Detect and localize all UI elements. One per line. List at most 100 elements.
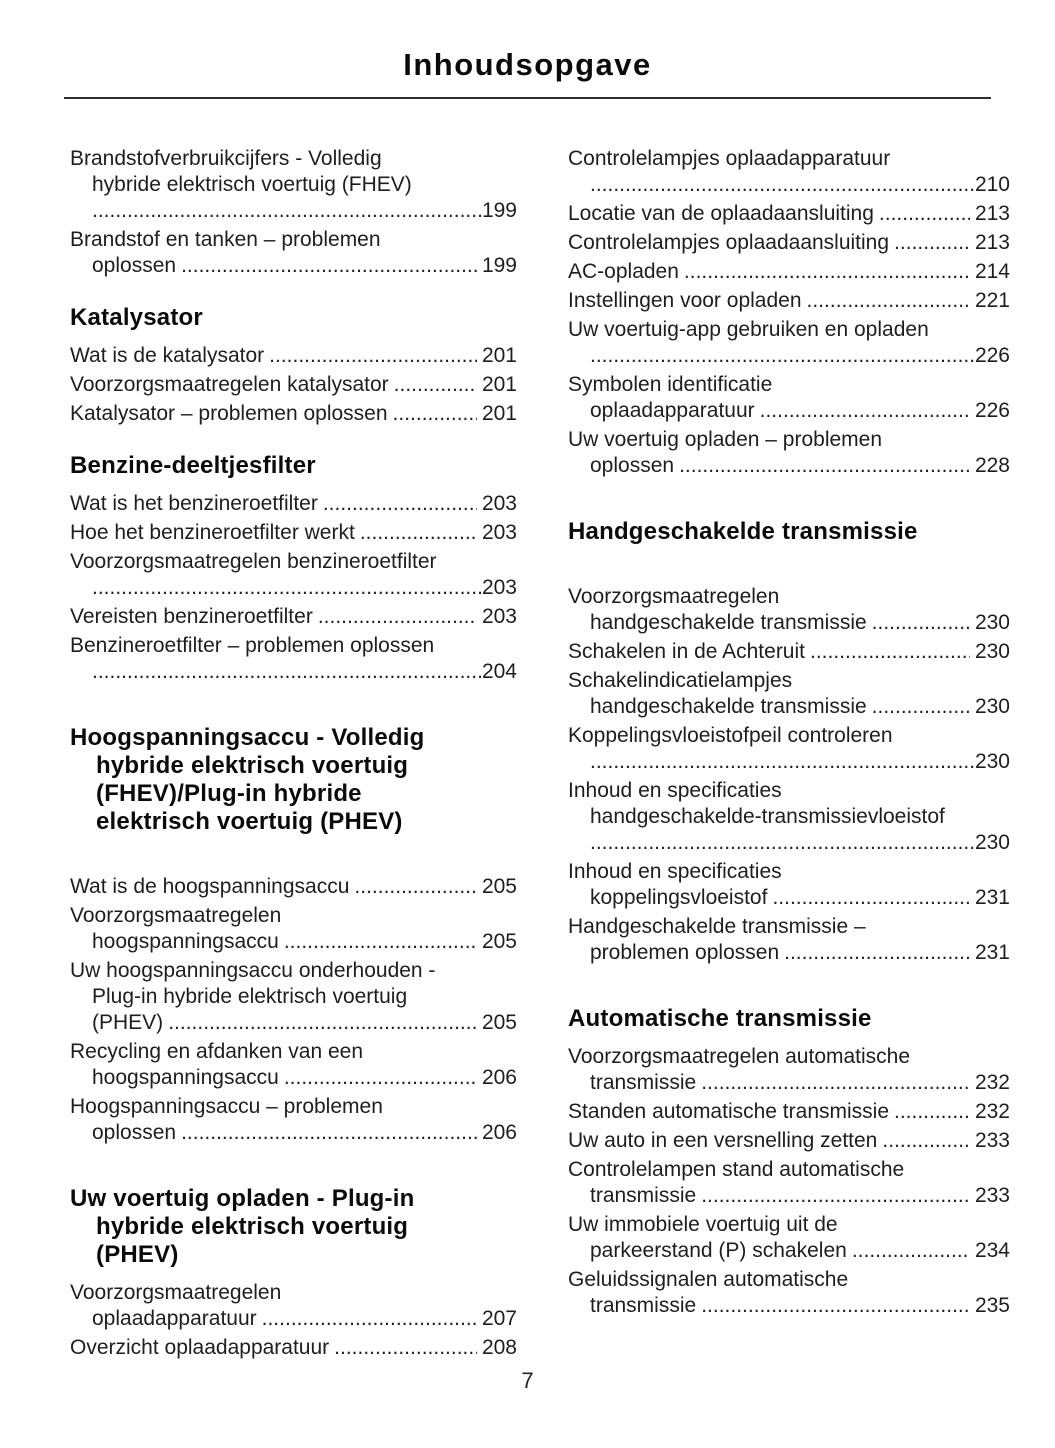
toc-entry-label: Voorzorgsmaatregelen hoogspanningsaccu bbox=[70, 904, 282, 953]
dot-leader: ​.​.​.​.​.​.​.​.​.​.​.​.​.​.​.​.​.​.​.​.… bbox=[359, 521, 512, 544]
toc-entry-label: Inhoud en specificaties koppelingsvloeis… bbox=[568, 860, 782, 909]
dot-leader: ​.​.​.​.​.​.​.​.​.​.​.​.​.​.​.​.​.​.​.​.… bbox=[261, 1307, 513, 1330]
toc-entry-label: Handgeschakelde transmissie – problemen … bbox=[568, 915, 866, 964]
toc-entry-label: Wat is de hoogspanningsaccu bbox=[70, 875, 350, 898]
toc-entry: Wat is de katalysator ​.​.​.​.​.​.​.​.​.​… bbox=[70, 343, 517, 369]
toc-entry-page: 208 bbox=[476, 1335, 517, 1361]
toc-entry: Hoogspanningsaccu – problemen oplossen ​.… bbox=[70, 1094, 517, 1146]
toc-entry-page: 199 bbox=[481, 199, 517, 222]
toc-entry: Controlelampen stand automatische transm… bbox=[568, 1157, 1010, 1209]
toc-entry-page: 230 bbox=[969, 610, 1010, 636]
section-heading: Katalysator bbox=[70, 304, 203, 331]
toc-entry-page: 232 bbox=[969, 1070, 1010, 1096]
toc-entry: Voorzorgsmaatregelen benzineroetfilter..… bbox=[70, 549, 517, 601]
toc-entry-label: Voorzorgsmaatregelen automatische transm… bbox=[568, 1045, 911, 1094]
toc-entry-page: 230 bbox=[974, 750, 1010, 773]
dot-leader: ​.​.​.​.​.​.​.​.​.​.​.​.​.​.​.​.​.​.​.​.… bbox=[181, 254, 514, 277]
toc-entry-page: 203 bbox=[481, 576, 517, 599]
toc-entry: Inhoud en specificaties handgeschakelde-… bbox=[568, 778, 1010, 856]
dot-leader: ​.​.​.​.​.​.​.​.​.​.​.​.​.​.​.​.​.​.​.​.… bbox=[334, 1336, 515, 1359]
toc-entry-label: Voorzorgsmaatregelen katalysator bbox=[70, 373, 389, 396]
page-title: Inhoudsopgave bbox=[403, 47, 652, 82]
toc-entry: Wat is de hoogspanningsaccu ​.​.​.​.​.​.​… bbox=[70, 874, 517, 900]
toc-entry: Instellingen voor opladen ​.​.​.​.​.​.​.​… bbox=[568, 288, 1010, 314]
toc-entry-page: 206 bbox=[476, 1065, 517, 1091]
dot-leader: ​.​.​.​.​.​.​.​.​.​.​.​.​.​.​.​.​.​.​.​.… bbox=[269, 344, 514, 367]
dot-leader: ​.​.​.​.​.​.​.​.​.​.​.​.​.​.​.​.​.​.​.​.… bbox=[283, 1066, 512, 1089]
toc-entry-label: Brandstof en tanken – problemen oplossen bbox=[70, 228, 381, 277]
toc-entry-page: 210 bbox=[974, 173, 1010, 196]
toc-entry-page: 226 bbox=[974, 344, 1010, 367]
toc-entry: Schakelindicatielampjes handgeschakelde … bbox=[568, 668, 1010, 720]
dot-leader: ........................................… bbox=[590, 344, 975, 367]
toc-entry: Vereisten benzineroetfilter ​.​.​.​.​.​.​… bbox=[70, 604, 517, 630]
dot-leader: ​.​.​.​.​.​.​.​.​.​.​.​.​.​.​.​.​.​.​.​.… bbox=[679, 454, 1006, 477]
toc-entry: Voorzorgsmaatregelen hoogspanningsaccu ​.… bbox=[70, 903, 517, 955]
toc-entry: Recycling en afdanken van een hoogspanni… bbox=[70, 1039, 517, 1091]
toc-entry-label: Hoogspanningsaccu – problemen oplossen bbox=[70, 1095, 383, 1144]
toc-entry-page: 206 bbox=[476, 1120, 517, 1146]
dot-leader: ........................................… bbox=[590, 750, 975, 773]
toc-entry-label: Controlelampjes oplaadapparatuur bbox=[568, 147, 891, 170]
toc-entry: Voorzorgsmaatregelen oplaadapparatuur ​.​… bbox=[70, 1280, 517, 1332]
toc-entry: Uw voertuig-app gebruiken en opladen....… bbox=[568, 317, 1010, 369]
toc-entry: Voorzorgsmaatregelen katalysator ​.​.​.​.… bbox=[70, 372, 517, 398]
section-heading: Benzine-deeltjesfilter bbox=[70, 452, 316, 479]
toc-entry-page: 226 bbox=[969, 398, 1010, 424]
dot-leader: ........................................… bbox=[92, 660, 482, 683]
toc-entry-page: 230 bbox=[969, 694, 1010, 720]
toc-entry: Uw hoogspanningsaccu onderhouden - Plug-… bbox=[70, 958, 517, 1036]
dot-leader: ​.​.​.​.​.​.​.​.​.​.​.​.​.​.​.​.​.​.​.​.… bbox=[168, 1011, 512, 1034]
toc-entry-page: 199 bbox=[476, 253, 517, 279]
toc-entry-page: 228 bbox=[969, 453, 1010, 479]
dot-leader: ........................................… bbox=[92, 199, 482, 222]
toc-entry-page: 205 bbox=[476, 1010, 517, 1036]
toc-entry-page: 203 bbox=[476, 491, 517, 517]
toc-entry-page: 232 bbox=[969, 1099, 1010, 1125]
toc-entry: Standen automatische transmissie ​.​.​.​.… bbox=[568, 1099, 1010, 1125]
toc-entry-label: Voorzorgsmaatregelen handgeschakelde tra… bbox=[568, 585, 867, 634]
toc-entry-page: 230 bbox=[969, 639, 1010, 665]
toc-entry-label: Inhoud en specificaties handgeschakelde-… bbox=[568, 779, 945, 828]
toc-entry-label: AC-opladen bbox=[568, 260, 679, 283]
toc-entry-label: Uw auto in een versnelling zetten bbox=[568, 1129, 878, 1152]
dot-leader: ​.​.​.​.​.​.​.​.​.​.​.​.​.​.​.​.​.​.​.​.… bbox=[810, 640, 1008, 663]
toc-entry: Schakelen in de Achteruit ​.​.​.​.​.​.​.​… bbox=[568, 639, 1010, 665]
toc-entry-label: Instellingen voor opladen bbox=[568, 289, 802, 312]
toc-columns: Brandstofverbruikcijfers - Volledig hybr… bbox=[70, 146, 1010, 1364]
toc-entry-page: 213 bbox=[969, 230, 1010, 256]
section-heading: Automatische transmissie bbox=[568, 1005, 872, 1032]
toc-entry-label: Overzicht oplaadapparatuur bbox=[70, 1336, 330, 1359]
dot-leader: ​.​.​.​.​.​.​.​.​.​.​.​.​.​.​.​.​.​.​.​.… bbox=[322, 492, 516, 515]
toc-entry-label: Wat is het benzineroetfilter bbox=[70, 492, 318, 515]
toc-entry-page: 231 bbox=[969, 940, 1010, 966]
toc-entry: Controlelampjes oplaadaansluiting ​.​.​.​… bbox=[568, 230, 1010, 256]
dot-leader: ​.​.​.​.​.​.​.​.​.​.​.​.​.​.​.​.​.​.​.​.… bbox=[701, 1184, 1004, 1207]
toc-entry-label: Koppelingsvloeistofpeil controleren bbox=[568, 724, 893, 747]
toc-entry-label: Uw voertuig opladen – problemen oplossen bbox=[568, 428, 883, 477]
toc-entry: Brandstofverbruikcijfers - Volledig hybr… bbox=[70, 146, 517, 224]
toc-entry-page: 235 bbox=[969, 1293, 1010, 1319]
toc-entry-label: Uw immobiele voertuig uit de parkeerstan… bbox=[568, 1213, 847, 1262]
toc-entry: Geluidssignalen automatische transmissie… bbox=[568, 1267, 1010, 1319]
section-heading: Handgeschakelde transmissie bbox=[568, 518, 918, 545]
toc-entry: AC-opladen ​.​.​.​.​.​.​.​.​.​.​.​.​.​.​.… bbox=[568, 259, 1010, 285]
dot-leader: ​.​.​.​.​.​.​.​.​.​.​.​.​.​.​.​.​.​.​.​.… bbox=[701, 1294, 1004, 1317]
toc-entry-page: 205 bbox=[476, 874, 517, 900]
toc-entry-label: Controlelampjes oplaadaansluiting bbox=[568, 231, 890, 254]
section-heading: Hoogspanningsaccu - Volledig hybride ele… bbox=[70, 724, 425, 835]
dot-leader: ​.​.​.​.​.​.​.​.​.​.​.​.​.​.​.​.​.​.​.​.… bbox=[683, 260, 1005, 283]
header-divider bbox=[64, 97, 991, 99]
toc-entry: Inhoud en specificaties koppelingsvloeis… bbox=[568, 859, 1010, 911]
toc-entry: Wat is het benzineroetfilter ​.​.​.​.​.​.… bbox=[70, 491, 517, 517]
toc-entry: Locatie van de oplaadaansluiting ​.​.​.​.… bbox=[568, 201, 1010, 227]
toc-entry-label: Schakelindicatielampjes handgeschakelde … bbox=[568, 669, 867, 718]
page-number: 7 bbox=[521, 1368, 534, 1393]
toc-entry-page: 201 bbox=[476, 401, 517, 427]
toc-entry: Voorzorgsmaatregelen automatische transm… bbox=[568, 1044, 1010, 1096]
toc-entry: Uw auto in een versnelling zetten ​.​.​.​… bbox=[568, 1128, 1010, 1154]
dot-leader: ​.​.​.​.​.​.​.​.​.​.​.​.​.​.​.​.​.​.​.​.… bbox=[354, 875, 512, 898]
toc-entry: Brandstof en tanken – problemen oplossen… bbox=[70, 227, 517, 279]
dot-leader: ​.​.​.​.​.​.​.​.​.​.​.​.​.​.​.​.​.​.​.​.… bbox=[759, 399, 1005, 422]
toc-column-left: Brandstofverbruikcijfers - Volledig hybr… bbox=[70, 146, 517, 1364]
